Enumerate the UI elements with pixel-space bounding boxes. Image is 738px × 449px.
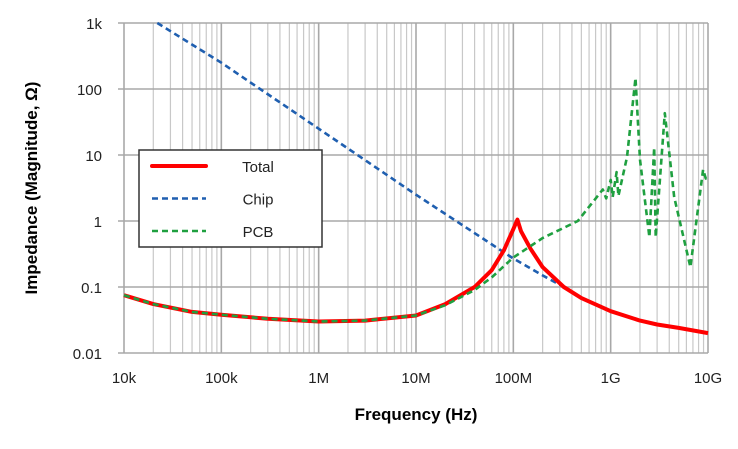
x-tick-label: 10G bbox=[694, 370, 722, 387]
y-tick-labels: 0.01 0.1 1 10 100 1k bbox=[73, 16, 103, 363]
x-tick-label: 100k bbox=[205, 370, 238, 387]
legend-label-pcb: PCB bbox=[243, 224, 274, 241]
y-tick-label: 10 bbox=[85, 148, 102, 165]
x-tick-label: 10k bbox=[112, 370, 137, 387]
y-tick-label: 100 bbox=[77, 82, 102, 99]
legend: Total Chip PCB bbox=[138, 149, 323, 248]
x-tick-labels: 10k 100k 1M 10M 100M 1G 10G bbox=[112, 370, 722, 387]
x-tick-label: 100M bbox=[495, 370, 533, 387]
y-tick-label: 1k bbox=[86, 16, 102, 33]
y-tick-label: 0.1 bbox=[81, 280, 102, 297]
y-tick-label: 0.01 bbox=[73, 346, 102, 363]
y-tick-label: 1 bbox=[94, 214, 102, 231]
x-axis-label: Frequency (Hz) bbox=[355, 405, 478, 424]
legend-label-total: Total bbox=[242, 159, 274, 176]
x-tick-label: 1M bbox=[308, 370, 329, 387]
x-tick-label: 10M bbox=[401, 370, 430, 387]
x-tick-label: 1G bbox=[601, 370, 621, 387]
series-line-total bbox=[123, 217, 709, 336]
y-axis-label: Impedance (Magnitude, Ω) bbox=[22, 82, 41, 295]
legend-label-chip: Chip bbox=[243, 192, 274, 209]
series-line-pcb bbox=[123, 76, 710, 323]
series-layer bbox=[123, 21, 710, 336]
